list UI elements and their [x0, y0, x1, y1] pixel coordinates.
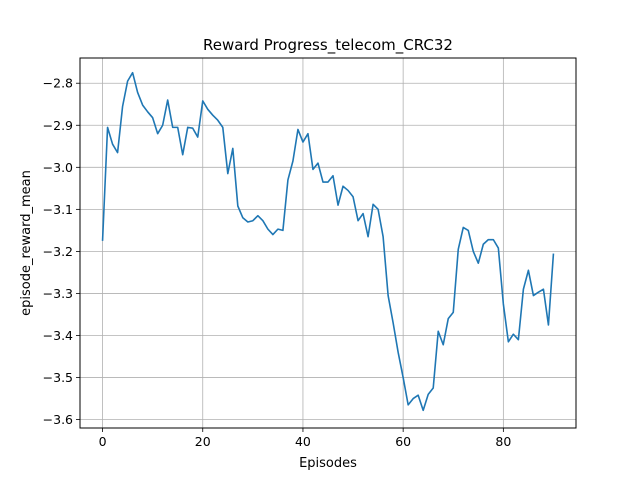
- y-tick-label: −2.9: [43, 118, 73, 133]
- y-tick-label: −3.6: [43, 412, 73, 427]
- x-tick-label: 0: [99, 434, 107, 449]
- y-tick-label: −3.2: [43, 244, 73, 259]
- grid-lines: [80, 58, 576, 428]
- y-tick-label: −2.8: [43, 76, 73, 91]
- x-tick-label: 80: [495, 434, 511, 449]
- y-tick-label: −3.5: [43, 370, 73, 385]
- x-tick-label: 40: [295, 434, 311, 449]
- plot-frame: [79, 57, 577, 429]
- y-tick-label: −3.3: [43, 286, 73, 301]
- y-axis-label: episode_reward_mean: [19, 170, 34, 316]
- x-tick-label: 60: [395, 434, 411, 449]
- y-tick-label: −3.4: [43, 328, 73, 343]
- y-tick-label: −3.0: [43, 160, 73, 175]
- y-tick-label: −3.1: [43, 202, 73, 217]
- chart-title: Reward Progress_telecom_CRC32: [203, 36, 453, 55]
- x-tick-label: 20: [195, 434, 211, 449]
- y-axis: −2.8 −2.9 −3.0 −3.1 −3.2 −3.3 −3.4 −3.5 −3.6: [43, 76, 80, 427]
- x-axis: 0 20 40 60 80: [99, 428, 511, 449]
- series-line-reward: [101, 71, 555, 412]
- x-axis-label: Episodes: [299, 456, 357, 471]
